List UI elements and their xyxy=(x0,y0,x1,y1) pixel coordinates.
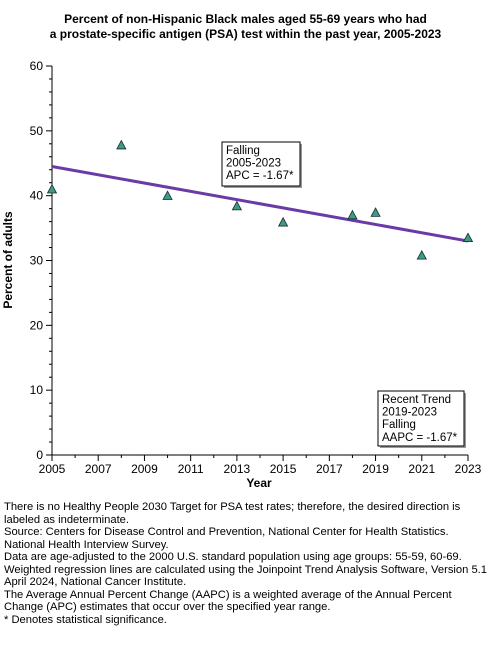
data-point xyxy=(162,190,173,200)
x-tick-label: 2023 xyxy=(455,462,482,476)
x-tick-label: 2013 xyxy=(224,462,251,476)
footnote: Data are age-adjusted to the 2000 U.S. s… xyxy=(4,551,462,563)
annotation-text: 2019-2023 xyxy=(382,407,437,419)
data-point xyxy=(347,209,358,220)
data-point xyxy=(231,200,243,211)
y-tick-label: 30 xyxy=(30,254,44,268)
chart-title: Percent of non-Hispanic Black males aged… xyxy=(20,12,471,42)
chart: 0 10 20 30 40 50 60 2005 2007 2009 2011 2013 2015 201… xyxy=(1,59,482,490)
x-tick-label: 2019 xyxy=(362,462,389,476)
y-tick-label: 40 xyxy=(30,189,44,203)
annotation-text: 2005-2023 xyxy=(226,158,281,170)
annotation-text: APC = -1.67* xyxy=(226,170,294,182)
data-point xyxy=(116,139,127,150)
x-tick-label: 2021 xyxy=(408,462,435,476)
annotation-frame xyxy=(377,390,465,447)
y-axis-label: Percent of adults xyxy=(1,211,15,309)
footnote: Weighted regression lines are calculated… xyxy=(4,563,487,589)
x-tick-label: 2017 xyxy=(316,462,343,476)
footnote: * Denotes statistical significance. xyxy=(4,613,167,626)
data-points xyxy=(46,139,474,260)
annotation-text: AAPC = -1.67* xyxy=(382,432,458,444)
chart-title-line-2: a prostate-specific antigen (PSA) test w… xyxy=(49,27,442,41)
data-point xyxy=(416,249,427,260)
x-axis-label: Year xyxy=(246,476,272,490)
annotation-text: Falling xyxy=(226,145,260,157)
x-tick-label: 2009 xyxy=(131,462,158,476)
annotation-text: Falling xyxy=(382,419,416,431)
x-tick-label: 2015 xyxy=(270,462,297,476)
footnotes: There is no Healthy People 2030 Target f… xyxy=(4,501,488,626)
y-tick-label: 50 xyxy=(30,124,44,138)
y-tick-label: 20 xyxy=(30,318,44,332)
ticks: 0 10 20 30 40 50 60 2005 2007 2009 2011 2013 2015 201… xyxy=(30,59,482,476)
y-tick-label: 0 xyxy=(36,448,43,462)
y-tick-label: 10 xyxy=(30,383,44,397)
y-tick-label: 60 xyxy=(30,59,44,73)
footnote: There is no Healthy People 2030 Target f… xyxy=(4,501,461,526)
data-point xyxy=(46,183,58,194)
x-tick-label: 2011 xyxy=(178,462,204,476)
annotation-text: Recent Trend xyxy=(382,394,451,406)
x-tick-label: 2007 xyxy=(85,462,112,476)
footnote: Source: Centers for Disease Control and … xyxy=(4,526,449,551)
footnote: The Average Annual Percent Change (AAPC)… xyxy=(4,588,452,614)
trend-line xyxy=(51,165,469,243)
data-point xyxy=(370,207,381,217)
trend-line-group xyxy=(51,165,469,243)
chart-title-line-1: Percent of non-Hispanic Black males aged… xyxy=(64,12,427,26)
data-point xyxy=(462,232,474,243)
data-point xyxy=(277,216,289,227)
x-tick-label: 2005 xyxy=(39,462,66,476)
annotation-frame xyxy=(221,141,301,187)
